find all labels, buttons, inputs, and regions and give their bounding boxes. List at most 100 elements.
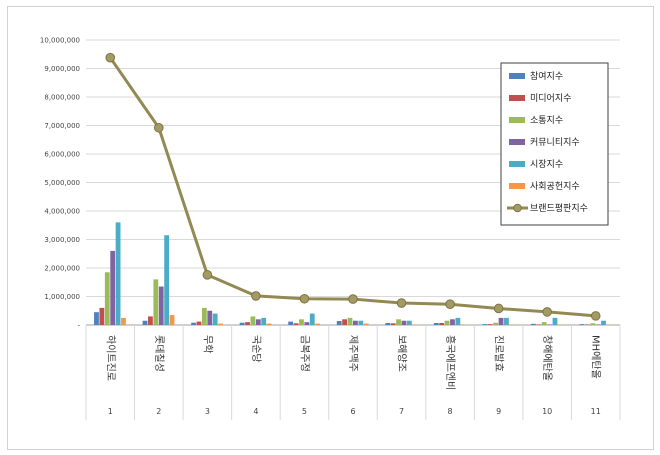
line-point	[251, 291, 261, 301]
bar	[164, 235, 170, 325]
y-tick-label: 10,000,000	[40, 37, 80, 45]
bar	[482, 324, 488, 325]
bar	[504, 317, 509, 325]
bar	[191, 322, 196, 325]
category-label: 무학	[201, 335, 213, 353]
bar	[385, 323, 391, 325]
bar	[557, 324, 563, 325]
bar	[255, 319, 261, 325]
bar	[606, 324, 612, 325]
legend-swatch	[509, 139, 525, 145]
bar	[299, 319, 304, 325]
legend-label: 브랜드평판지수	[530, 203, 588, 214]
category-label: 제주맥주	[347, 335, 359, 372]
y-tick-label: 4,000,000	[44, 208, 80, 216]
category-label: 진로발효	[493, 335, 505, 372]
bar	[142, 320, 148, 325]
line-point	[493, 303, 504, 314]
bar	[336, 321, 342, 325]
bar	[207, 310, 213, 325]
bar	[450, 319, 455, 325]
category-label: 창해에탄올	[541, 335, 554, 381]
category-index: 9	[496, 407, 501, 416]
legend-label: 사회공헌지수	[530, 181, 580, 192]
bar	[212, 313, 218, 325]
bar	[493, 322, 499, 325]
bar	[293, 323, 299, 325]
bar	[396, 319, 401, 325]
category-index: 8	[448, 407, 453, 416]
bar	[104, 272, 110, 325]
bar	[358, 320, 364, 325]
bar	[363, 323, 369, 325]
bar	[304, 322, 310, 325]
y-tick-label: 7,000,000	[44, 122, 80, 130]
bar	[406, 320, 412, 325]
bar	[353, 320, 358, 325]
y-tick-label: -	[77, 322, 80, 330]
legend-label: 미디어지수	[530, 93, 571, 104]
bar	[347, 317, 353, 325]
bar	[584, 324, 590, 325]
legend-swatch	[509, 73, 525, 79]
bar	[530, 323, 536, 325]
legend-label: 참여지수	[530, 70, 563, 82]
line-point	[445, 299, 455, 309]
category-label: 국순당	[250, 335, 262, 363]
y-tick-label: 9,000,000	[44, 65, 80, 73]
bar	[552, 317, 558, 325]
bar	[110, 250, 116, 325]
bar	[218, 323, 223, 325]
y-tick-label: 8,000,000	[44, 94, 80, 102]
line-point	[542, 307, 552, 317]
bar	[498, 317, 504, 325]
bar	[315, 323, 321, 325]
bar	[196, 321, 202, 325]
bar	[536, 324, 542, 325]
bar	[601, 320, 606, 325]
legend-label: 커뮤니티지수	[530, 137, 580, 148]
category-label: MH에탄올	[590, 335, 602, 379]
y-tick-label: 2,000,000	[44, 265, 80, 273]
category-label: 금복주정	[298, 335, 310, 372]
category-label: 보해양조	[396, 335, 409, 372]
chart-frame: - 1,000,000 2,000,000 3,000,000 4,000,000 5,0…	[7, 6, 654, 450]
bar	[148, 316, 153, 325]
category-index: 2	[156, 407, 161, 416]
bar	[121, 317, 126, 325]
line-point	[348, 294, 358, 304]
bar	[169, 315, 175, 325]
bar	[579, 324, 585, 325]
bar	[201, 307, 207, 325]
bar	[433, 323, 439, 325]
y-tick-label: 6,000,000	[44, 151, 80, 159]
bar	[94, 312, 99, 325]
category-index: 6	[350, 407, 355, 416]
bar	[390, 323, 396, 325]
legend-label: 시장지수	[530, 159, 563, 170]
category-label: 롯데칠성	[153, 335, 165, 372]
line-point	[202, 270, 213, 280]
bar	[115, 222, 121, 325]
line-point	[105, 52, 116, 63]
bar	[288, 321, 294, 325]
category-label: 하이트진로	[104, 335, 117, 381]
bar	[439, 323, 445, 325]
y-tick-label: 1,000,000	[44, 293, 80, 301]
bar	[444, 320, 450, 325]
category-index: 1	[108, 407, 113, 416]
bar	[509, 324, 515, 325]
bar	[412, 324, 418, 325]
bar	[266, 323, 272, 325]
category-label: 흥국에프엔비	[444, 335, 457, 390]
bar	[487, 324, 493, 325]
bar	[250, 316, 256, 325]
bar	[99, 307, 105, 325]
legend-swatch	[509, 95, 525, 101]
line-point	[154, 122, 164, 133]
legend-swatch	[509, 161, 525, 167]
line-point	[299, 293, 310, 304]
bar	[309, 313, 315, 325]
legend-swatch	[509, 117, 525, 123]
bar	[547, 324, 552, 325]
